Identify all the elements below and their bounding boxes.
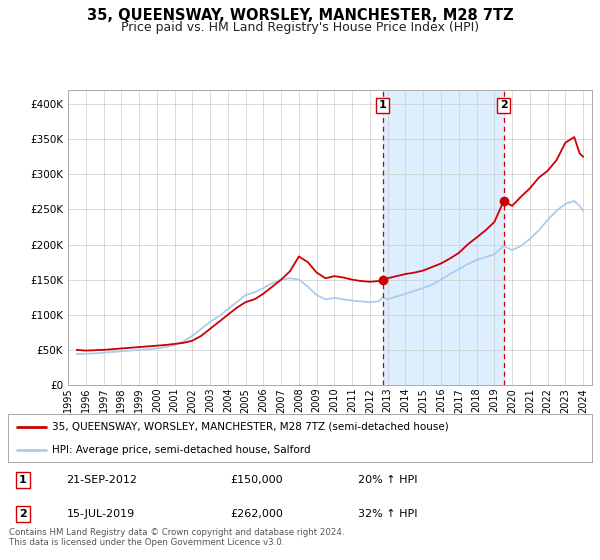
Text: 1: 1 — [19, 475, 26, 485]
Text: £262,000: £262,000 — [230, 509, 283, 519]
Text: 1: 1 — [379, 100, 386, 110]
Text: 35, QUEENSWAY, WORSLEY, MANCHESTER, M28 7TZ (semi-detached house): 35, QUEENSWAY, WORSLEY, MANCHESTER, M28 … — [52, 422, 449, 432]
Text: 32% ↑ HPI: 32% ↑ HPI — [358, 509, 418, 519]
Text: 2: 2 — [19, 509, 26, 519]
Text: 2: 2 — [500, 100, 508, 110]
Text: 15-JUL-2019: 15-JUL-2019 — [67, 509, 134, 519]
Text: Price paid vs. HM Land Registry's House Price Index (HPI): Price paid vs. HM Land Registry's House … — [121, 21, 479, 34]
Text: HPI: Average price, semi-detached house, Salford: HPI: Average price, semi-detached house,… — [52, 445, 310, 455]
Text: 20% ↑ HPI: 20% ↑ HPI — [358, 475, 418, 485]
Text: £150,000: £150,000 — [230, 475, 283, 485]
Text: 21-SEP-2012: 21-SEP-2012 — [67, 475, 137, 485]
Bar — [383, 90, 504, 385]
Text: Contains HM Land Registry data © Crown copyright and database right 2024.
This d: Contains HM Land Registry data © Crown c… — [9, 528, 344, 547]
Text: 35, QUEENSWAY, WORSLEY, MANCHESTER, M28 7TZ: 35, QUEENSWAY, WORSLEY, MANCHESTER, M28 … — [86, 8, 514, 24]
